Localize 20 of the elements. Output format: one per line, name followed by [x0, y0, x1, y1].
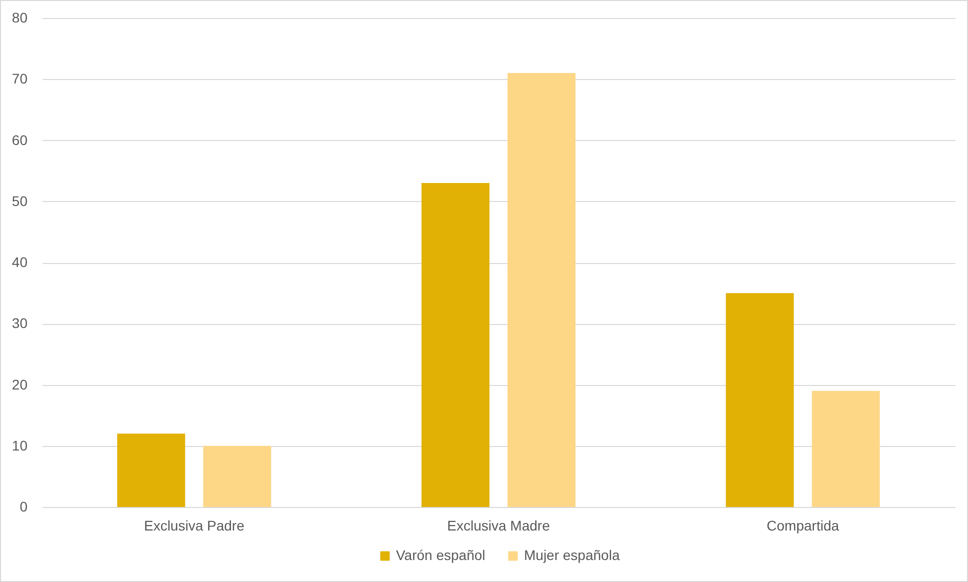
bar — [726, 293, 794, 507]
y-tick-label: 10 — [12, 437, 28, 454]
bar — [508, 73, 576, 507]
bar — [422, 183, 490, 507]
x-tick-label: Exclusiva Padre — [144, 518, 245, 534]
bar — [203, 446, 272, 507]
y-tick-label: 20 — [12, 376, 28, 392]
y-tick-label: 80 — [12, 10, 28, 26]
x-tick-label: Compartida — [766, 518, 840, 534]
bar — [117, 434, 186, 507]
x-tick-label: Exclusiva Madre — [447, 518, 550, 534]
legend-label: Mujer española — [524, 547, 620, 563]
y-tick-label: 30 — [12, 315, 28, 332]
y-tick-label: 50 — [12, 192, 28, 209]
bar — [812, 390, 880, 507]
y-tick-label: 40 — [12, 254, 28, 270]
y-tick-label: 60 — [12, 132, 28, 148]
y-tick-label: 70 — [12, 70, 28, 87]
legend-label: Varón español — [396, 547, 486, 563]
y-tick-label: 0 — [20, 498, 28, 514]
